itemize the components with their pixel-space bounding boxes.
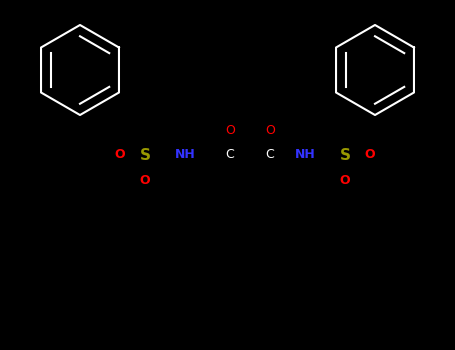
- Text: NH: NH: [175, 148, 195, 161]
- Text: NH: NH: [295, 148, 315, 161]
- Text: O: O: [140, 174, 150, 187]
- Text: C: C: [266, 148, 274, 161]
- Text: O: O: [265, 124, 275, 136]
- Text: O: O: [115, 148, 125, 161]
- Text: O: O: [365, 148, 375, 161]
- Text: S: S: [140, 147, 151, 162]
- Text: O: O: [340, 174, 350, 187]
- Text: O: O: [225, 124, 235, 136]
- Text: S: S: [339, 147, 350, 162]
- Text: C: C: [226, 148, 234, 161]
